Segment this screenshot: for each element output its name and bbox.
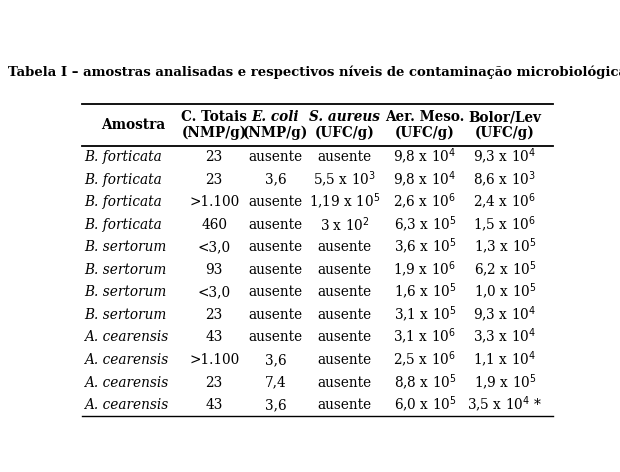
Text: B. forticata: B. forticata (84, 218, 162, 232)
Text: E. coli: E. coli (252, 110, 299, 124)
Text: A. cearensis: A. cearensis (84, 398, 169, 412)
Text: ausente: ausente (318, 330, 372, 345)
Text: 2,4 x 10$^6$: 2,4 x 10$^6$ (474, 192, 536, 212)
Text: 3,6: 3,6 (265, 173, 286, 186)
Text: 3,6 x 10$^5$: 3,6 x 10$^5$ (394, 237, 456, 257)
Text: (UFC/g): (UFC/g) (395, 125, 454, 140)
Text: ausente: ausente (248, 286, 303, 299)
Text: 5,5 x 10$^3$: 5,5 x 10$^3$ (313, 169, 376, 190)
Text: 9,8 x 10$^4$: 9,8 x 10$^4$ (393, 147, 456, 167)
Text: A. cearensis: A. cearensis (84, 376, 169, 389)
Text: 6,2 x 10$^5$: 6,2 x 10$^5$ (474, 260, 536, 280)
Text: ausente: ausente (318, 240, 372, 254)
Text: Tabela I – amostras analisadas e respectivos níveis de contaminação microbiológi: Tabela I – amostras analisadas e respect… (8, 66, 620, 79)
Text: >1.100: >1.100 (189, 353, 239, 367)
Text: B. sertorum: B. sertorum (84, 308, 167, 322)
Text: ausente: ausente (318, 263, 372, 277)
Text: 3,6: 3,6 (265, 398, 286, 412)
Text: 23: 23 (205, 376, 223, 389)
Text: 43: 43 (205, 330, 223, 345)
Text: 3,1 x 10$^6$: 3,1 x 10$^6$ (394, 328, 456, 347)
Text: ausente: ausente (318, 376, 372, 389)
Text: B. forticata: B. forticata (84, 173, 162, 186)
Text: 1,19 x 10$^5$: 1,19 x 10$^5$ (309, 192, 381, 212)
Text: ausente: ausente (248, 195, 303, 209)
Text: 2,5 x 10$^6$: 2,5 x 10$^6$ (394, 350, 456, 370)
Text: ausente: ausente (248, 308, 303, 322)
Text: 6,3 x 10$^5$: 6,3 x 10$^5$ (394, 215, 456, 235)
Text: ausente: ausente (318, 286, 372, 299)
Text: B. sertorum: B. sertorum (84, 263, 167, 277)
Text: <3,0: <3,0 (198, 240, 231, 254)
Text: 9,3 x 10$^4$: 9,3 x 10$^4$ (474, 147, 536, 167)
Text: 1,5 x 10$^6$: 1,5 x 10$^6$ (474, 215, 536, 235)
Text: S. aureus: S. aureus (309, 110, 380, 124)
Text: ausente: ausente (248, 330, 303, 345)
Text: ausente: ausente (318, 398, 372, 412)
Text: B. sertorum: B. sertorum (84, 286, 167, 299)
Text: 3 x 10$^2$: 3 x 10$^2$ (320, 215, 370, 234)
Text: A. cearensis: A. cearensis (84, 353, 169, 367)
Text: ausente: ausente (248, 218, 303, 232)
Text: ausente: ausente (318, 308, 372, 322)
Text: 1,6 x 10$^5$: 1,6 x 10$^5$ (394, 282, 456, 303)
Text: 9,8 x 10$^4$: 9,8 x 10$^4$ (393, 169, 456, 190)
Text: 3,5 x 10$^4$ *: 3,5 x 10$^4$ * (467, 395, 542, 415)
Text: Aer. Meso.: Aer. Meso. (385, 110, 464, 124)
Text: Amostra: Amostra (101, 118, 165, 132)
Text: A. cearensis: A. cearensis (84, 330, 169, 345)
Text: 3,3 x 10$^4$: 3,3 x 10$^4$ (474, 328, 536, 347)
Text: 23: 23 (205, 308, 223, 322)
Text: 3,6: 3,6 (265, 353, 286, 367)
Text: B. sertorum: B. sertorum (84, 240, 167, 254)
Text: 1,0 x 10$^5$: 1,0 x 10$^5$ (474, 282, 536, 303)
Text: 8,8 x 10$^5$: 8,8 x 10$^5$ (394, 372, 456, 393)
Text: ausente: ausente (318, 150, 372, 164)
Text: B. forticata: B. forticata (84, 150, 162, 164)
Text: 3,1 x 10$^5$: 3,1 x 10$^5$ (394, 305, 456, 325)
Text: Bolor/Lev: Bolor/Lev (469, 110, 541, 124)
Text: B. forticata: B. forticata (84, 195, 162, 209)
Text: (NMP/g): (NMP/g) (243, 125, 308, 140)
Text: 1,3 x 10$^5$: 1,3 x 10$^5$ (474, 237, 536, 257)
Text: 1,1 x 10$^4$: 1,1 x 10$^4$ (474, 350, 536, 370)
Text: (UFC/g): (UFC/g) (475, 125, 535, 140)
Text: (UFC/g): (UFC/g) (315, 125, 374, 140)
Text: 23: 23 (205, 150, 223, 164)
Text: 1,9 x 10$^5$: 1,9 x 10$^5$ (474, 372, 536, 393)
Text: 460: 460 (201, 218, 227, 232)
Text: >1.100: >1.100 (189, 195, 239, 209)
Text: 6,0 x 10$^5$: 6,0 x 10$^5$ (394, 395, 456, 415)
Text: ausente: ausente (248, 150, 303, 164)
Text: ausente: ausente (248, 240, 303, 254)
Text: (NMP/g): (NMP/g) (182, 125, 247, 140)
Text: 1,9 x 10$^6$: 1,9 x 10$^6$ (394, 260, 456, 280)
Text: 8,6 x 10$^3$: 8,6 x 10$^3$ (474, 169, 536, 190)
Text: 2,6 x 10$^6$: 2,6 x 10$^6$ (394, 192, 456, 212)
Text: <3,0: <3,0 (198, 286, 231, 299)
Text: ausente: ausente (248, 263, 303, 277)
Text: ausente: ausente (318, 353, 372, 367)
Text: 93: 93 (205, 263, 223, 277)
Text: 23: 23 (205, 173, 223, 186)
Text: 43: 43 (205, 398, 223, 412)
Text: C. Totais: C. Totais (181, 110, 247, 124)
Text: 7,4: 7,4 (265, 376, 286, 389)
Text: 9,3 x 10$^4$: 9,3 x 10$^4$ (474, 305, 536, 325)
